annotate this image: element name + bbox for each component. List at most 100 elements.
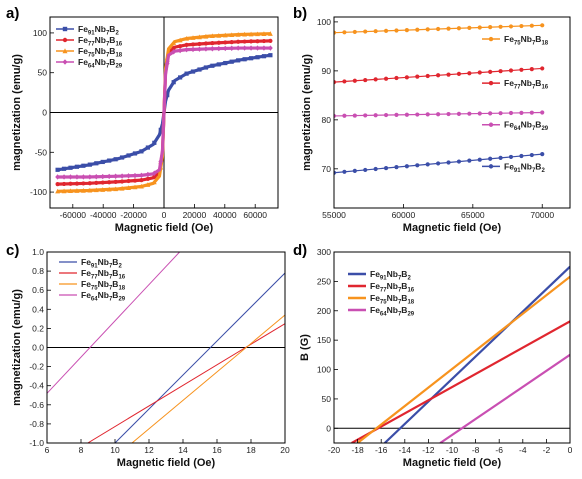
plot-area (334, 23, 545, 175)
y-tick-label: -1.0 (29, 438, 44, 448)
series-Fe64Nb7B29-point (126, 173, 131, 179)
series-Fe75Nb7B18-point (203, 33, 209, 39)
series-Fe77Nb7B16-point (383, 76, 389, 81)
x-tick-label: 12 (144, 445, 154, 455)
legend-marker (62, 37, 68, 43)
series-Fe77Nb7B16-point (236, 39, 241, 44)
y-tick-label: 50 (38, 68, 48, 78)
series-Fe91Nb7B2-point (404, 164, 409, 169)
series-Fe91Nb7B2-point (456, 159, 462, 164)
series-Fe75Nb7B18-point (425, 27, 430, 32)
x-tick-label: 60000 (392, 210, 416, 220)
series-Fe75Nb7B18-point (477, 25, 482, 30)
series-Fe77Nb7B16-point (126, 178, 131, 184)
series-Fe64Nb7B29-line (47, 252, 180, 394)
y-tick-label: 100 (33, 28, 47, 38)
series-Fe64Nb7B29-point (488, 111, 493, 116)
series-Fe64Nb7B29-point (203, 46, 209, 52)
panel-c: 6 8 10 12 14 16 18 20 -1.0 -0.8 -0.6 -0.4 -0.2 0.0 0.2… (6, 242, 290, 469)
series-Fe64Nb7B29-point (177, 47, 183, 54)
series-Fe77Nb7B16-point (425, 73, 430, 79)
series-Fe91Nb7B2-point (373, 166, 378, 172)
panel-label: b) (293, 5, 307, 22)
x-tick-label: -20 (328, 445, 341, 455)
y-tick-label: 200 (317, 306, 331, 316)
series-Fe91Nb7B2-point (74, 164, 80, 169)
series-Fe75Nb7B18-point (126, 185, 131, 190)
series-Fe91Nb7B2-point (119, 155, 125, 160)
legend-label: Fe64Nb7B29 (504, 120, 549, 133)
series-Fe77Nb7B16-point (529, 67, 534, 72)
series-Fe64Nb7B29-point (363, 113, 368, 118)
series-Fe64Nb7B29-point (334, 113, 337, 119)
series-Fe91Nb7B2-point (68, 165, 73, 170)
series-Fe64Nb7B29-point (229, 45, 235, 51)
y-axis-label: magnetization (emu/g) (11, 289, 23, 406)
series-Fe77Nb7B16-point (210, 41, 215, 46)
series-Fe64Nb7B29-point (171, 49, 177, 55)
x-tick-label: 65000 (461, 210, 485, 220)
series-Fe91Nb7B2-point (467, 158, 472, 163)
y-tick-label: -0.6 (29, 400, 44, 410)
legend-label: Fe77Nb7B16 (370, 281, 415, 294)
series-Fe91Nb7B2-point (87, 162, 92, 167)
legend-label: Fe77Nb7B16 (78, 35, 123, 48)
x-tick-label: -18 (351, 445, 364, 455)
series-Fe75Nb7B18-point (74, 188, 80, 193)
series-Fe77Nb7B16-point (352, 78, 357, 83)
series-Fe75Nb7B18-point (498, 24, 503, 29)
x-tick-label: 16 (212, 445, 222, 455)
legend-label: Fe64Nb7B29 (78, 57, 123, 70)
y-tick-label: -0.2 (29, 362, 44, 372)
legend-marker (488, 36, 494, 42)
series-Fe91Nb7B2-point (415, 163, 420, 168)
x-tick-label: -2 (543, 445, 551, 455)
series-Fe75Nb7B18-point (197, 34, 202, 40)
series-Fe75Nb7B18-point (61, 188, 67, 194)
series-Fe75Nb7B18-point (229, 32, 235, 38)
series-Fe75Nb7B18-point (190, 35, 196, 40)
series-Fe77Nb7B16-point (363, 77, 368, 83)
series-Fe91Nb7B2-point (190, 69, 196, 74)
series-Fe64Nb7B29-point (248, 45, 254, 51)
series-Fe64Nb7B29-point (477, 111, 482, 116)
series-Fe75Nb7B18-point (529, 23, 534, 28)
series-Fe75Nb7B18-point (342, 30, 347, 35)
series-Fe77Nb7B16-point (119, 179, 125, 184)
x-tick-label: -4 (519, 445, 527, 455)
series-Fe91Nb7B2-point (165, 93, 170, 98)
series-Fe64Nb7B29-line (439, 353, 570, 443)
y-tick-label: 0 (42, 108, 47, 118)
series-Fe91Nb7B2-point (268, 53, 273, 58)
legend-label: Fe75Nb7B18 (81, 279, 126, 292)
series-Fe91Nb7B2-point (261, 54, 267, 59)
x-axis-label: Magnetic field (Oe) (403, 457, 502, 469)
series-Fe64Nb7B29-point (425, 112, 430, 117)
series-Fe64Nb7B29-point (415, 112, 420, 117)
series-Fe64Nb7B29-point (404, 112, 409, 117)
series-Fe91Nb7B2-point (94, 161, 99, 166)
series-Fe75Nb7B18-point (508, 24, 514, 29)
series-Fe91Nb7B2-point (236, 58, 241, 63)
series-Fe64Nb7B29-point (87, 174, 93, 180)
x-axis-label: Magnetic field (Oe) (403, 222, 502, 234)
legend-label: Fe91Nb7B2 (81, 257, 122, 270)
series-Fe75Nb7B18-point (404, 28, 409, 33)
series-Fe75Nb7B18-point (93, 187, 99, 193)
series-Fe91Nb7B2-point (488, 156, 493, 161)
y-tick-label: 0.0 (32, 343, 44, 353)
x-tick-label: 20000 (183, 210, 207, 220)
series-Fe75Nb7B18-point (488, 25, 493, 30)
y-tick-label: -100 (30, 187, 47, 197)
series-Fe64Nb7B29-point (268, 45, 273, 51)
x-tick-label: 8 (79, 445, 84, 455)
series-Fe75Nb7B18-point (113, 186, 119, 192)
series-Fe64Nb7B29-point (80, 174, 86, 180)
y-tick-label: 0.2 (32, 323, 44, 333)
plot-area (351, 265, 570, 443)
series-Fe75Nb7B18-point (119, 185, 125, 191)
series-Fe77Nb7B16-point (87, 181, 92, 186)
series-Fe77Nb7B16-point (519, 67, 524, 72)
series-Fe64Nb7B29-line (57, 46, 271, 179)
series-Fe91Nb7B2-line (383, 265, 570, 443)
